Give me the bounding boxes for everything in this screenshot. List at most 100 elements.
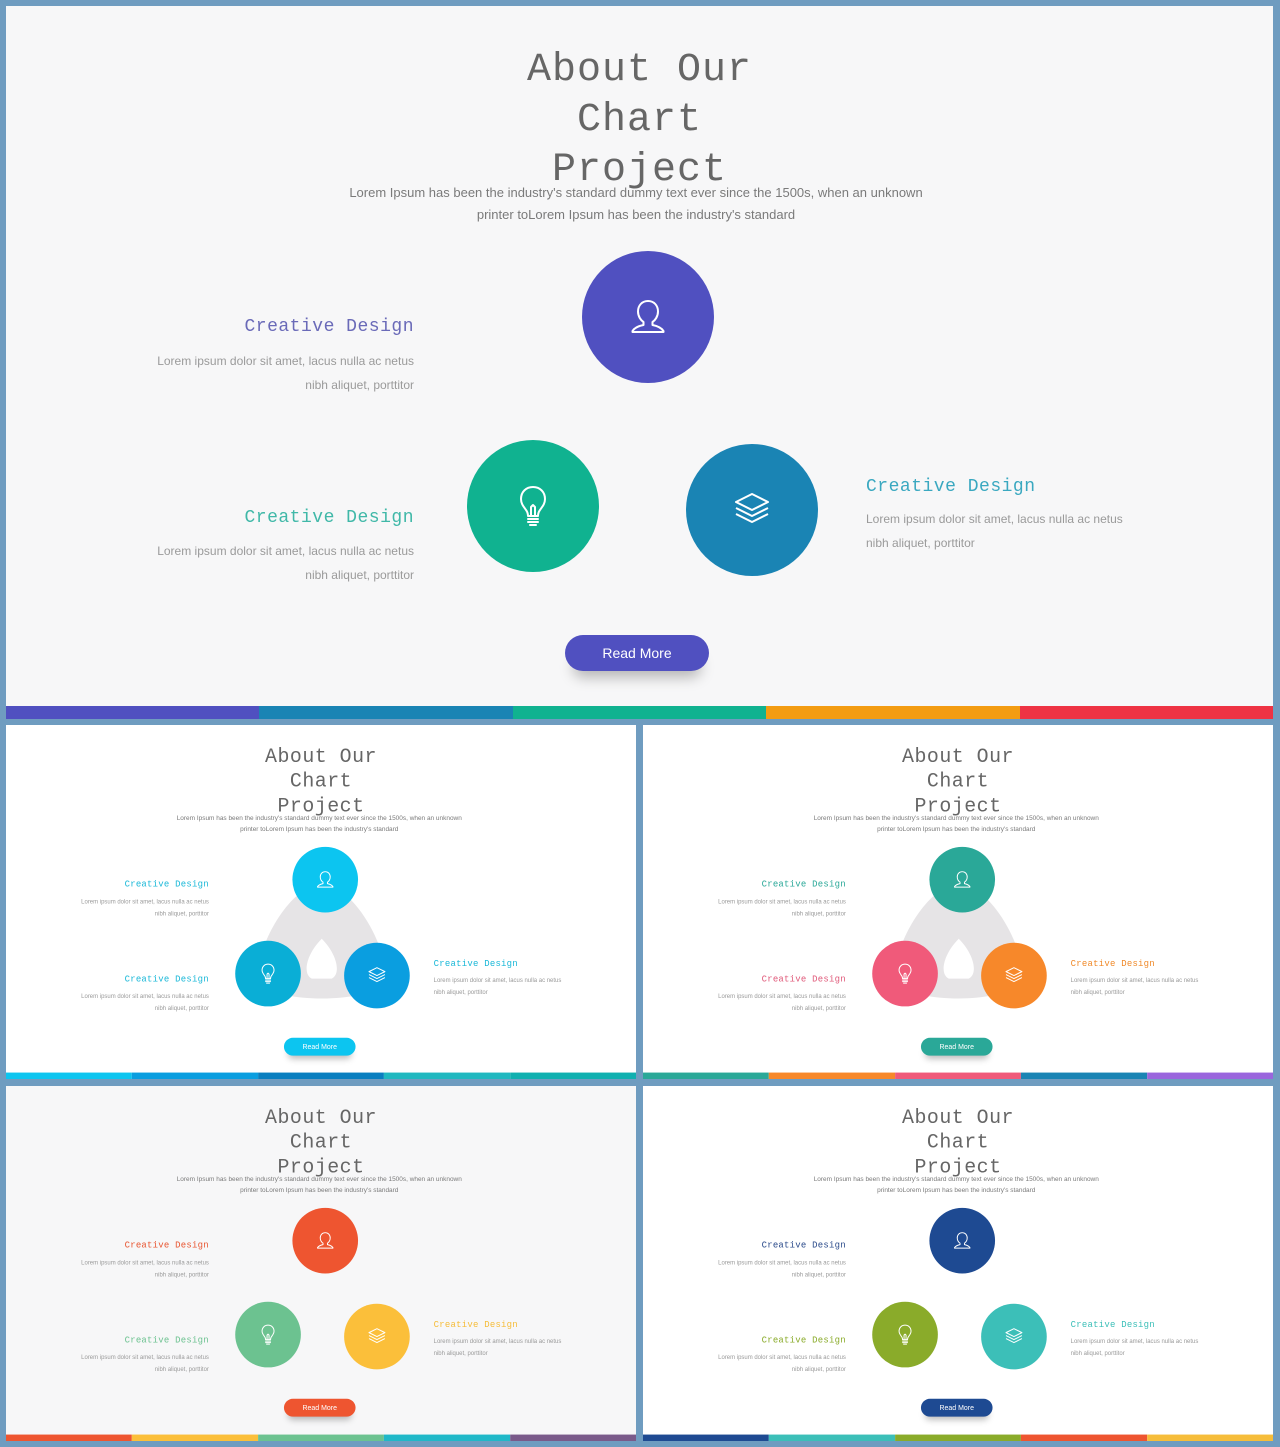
stripe-segment <box>259 706 513 719</box>
layers-circle <box>981 942 1047 1009</box>
lightbulb-circle <box>872 940 938 1007</box>
slide-1: About Our Chart Project Lorem Ipsum has … <box>6 6 1273 719</box>
user-icon <box>317 1232 334 1249</box>
read-more-button[interactable]: Read More <box>565 635 709 671</box>
item-heading-bottom-left: Creative Design <box>244 508 414 528</box>
read-more-button[interactable]: Read More <box>283 1037 356 1056</box>
item-body-right: Lorem ipsum dolor sit amet, lacus nulla … <box>433 1337 562 1357</box>
stripe-segment <box>512 706 767 719</box>
user-circle <box>292 1207 359 1274</box>
item-body-top-left: Lorem ipsum dolor sit amet, lacus nulla … <box>81 1259 209 1278</box>
stripe-segment <box>258 1434 385 1441</box>
stripe-segment <box>132 1434 259 1441</box>
slide-2: About Our Chart Project Lorem Ipsum has … <box>6 725 636 1079</box>
page-title: About Our Chart Project <box>265 745 377 818</box>
stripe-segment <box>1019 706 1273 719</box>
slide-5: About Our Chart Project Lorem Ipsum has … <box>643 1086 1273 1441</box>
item-body-bottom-left: Lorem ipsum dolor sit amet, lacus nulla … <box>718 992 846 1012</box>
lightbulb-icon <box>898 1324 912 1345</box>
stripe-segment <box>1147 1434 1273 1441</box>
page-title: About Our Chart Project <box>902 1106 1014 1179</box>
layers-icon <box>368 967 386 983</box>
item-body-bottom-left: Lorem ipsum dolor sit amet, lacus nulla … <box>718 1353 846 1373</box>
user-circle <box>929 846 996 913</box>
user-circle <box>582 251 714 383</box>
page-title: About Our Chart Project <box>902 745 1014 818</box>
stripe-segment <box>6 1072 133 1079</box>
item-body-right: Lorem ipsum dolor sit amet, lacus nulla … <box>866 512 1123 550</box>
stripe-segment <box>769 1434 896 1441</box>
stripe-segment <box>510 1072 636 1079</box>
layers-icon <box>1005 1328 1023 1344</box>
stripe-segment <box>895 1072 1022 1079</box>
stripe-segment <box>643 1434 770 1441</box>
read-more-button[interactable]: Read More <box>920 1398 993 1417</box>
page-subtitle: Lorem Ipsum has been the industry's stan… <box>349 185 923 222</box>
lightbulb-circle <box>467 440 599 572</box>
color-stripe <box>6 1434 636 1441</box>
lightbulb-circle <box>235 940 301 1007</box>
item-heading-top-left: Creative Design <box>124 879 209 890</box>
slide-content: About Our Chart Project Lorem Ipsum has … <box>6 1086 636 1441</box>
layers-circle <box>981 1303 1047 1370</box>
stripe-segment <box>6 706 260 719</box>
item-body-right: Lorem ipsum dolor sit amet, lacus nulla … <box>1070 1337 1199 1357</box>
item-heading-right: Creative Design <box>433 1320 518 1331</box>
item-heading-bottom-left: Creative Design <box>761 1335 846 1346</box>
lightbulb-icon <box>261 963 275 984</box>
stripe-segment <box>766 706 1020 719</box>
item-body-bottom-left: Lorem ipsum dolor sit amet, lacus nulla … <box>81 992 209 1012</box>
slide-3: About Our Chart Project Lorem Ipsum has … <box>643 725 1273 1079</box>
item-body-bottom-left: Lorem ipsum dolor sit amet, lacus nulla … <box>81 1353 209 1373</box>
layers-icon <box>1005 967 1023 983</box>
layers-icon <box>368 1328 386 1344</box>
slide-content: About Our Chart Project Lorem Ipsum has … <box>643 1086 1273 1441</box>
page-subtitle: Lorem Ipsum has been the industry's stan… <box>176 1175 462 1194</box>
item-heading-top-left: Creative Design <box>761 1240 846 1251</box>
item-body-right: Lorem ipsum dolor sit amet, lacus nulla … <box>1070 976 1199 996</box>
page-title: About Our Chart Project <box>526 48 753 193</box>
lightbulb-icon <box>520 486 546 526</box>
item-body-right: Lorem ipsum dolor sit amet, lacus nulla … <box>433 976 562 996</box>
item-heading-bottom-left: Creative Design <box>124 974 209 985</box>
read-more-button[interactable]: Read More <box>283 1398 356 1417</box>
stripe-segment <box>132 1072 259 1079</box>
page-subtitle: Lorem Ipsum has been the industry's stan… <box>176 814 462 833</box>
item-heading-top-left: Creative Design <box>124 1240 209 1251</box>
user-icon <box>954 1232 971 1249</box>
item-heading-top-left: Creative Design <box>761 879 846 890</box>
item-heading-right: Creative Design <box>1070 959 1155 970</box>
slide-content: About Our Chart Project Lorem Ipsum has … <box>6 725 636 1079</box>
user-circle <box>929 1207 996 1274</box>
lightbulb-icon <box>261 1324 275 1345</box>
read-more-button[interactable]: Read More <box>920 1037 993 1056</box>
item-body-top-left: Lorem ipsum dolor sit amet, lacus nulla … <box>718 898 846 917</box>
stripe-segment <box>384 1434 511 1441</box>
stripe-segment <box>1021 1434 1148 1441</box>
stripe-segment <box>643 1072 770 1079</box>
slide-content: About Our Chart Project Lorem Ipsum has … <box>6 6 1273 719</box>
layers-circle <box>344 942 410 1009</box>
color-stripe <box>643 1434 1273 1441</box>
item-heading-right: Creative Design <box>433 959 518 970</box>
user-icon <box>954 871 971 888</box>
slide-content: About Our Chart Project Lorem Ipsum has … <box>643 725 1273 1079</box>
lightbulb-icon <box>898 963 912 984</box>
lightbulb-circle <box>235 1301 301 1368</box>
color-stripe <box>6 1072 636 1079</box>
user-icon <box>317 871 334 888</box>
item-heading-right: Creative Design <box>1070 1320 1155 1331</box>
color-stripe <box>6 706 1273 719</box>
layers-circle <box>344 1303 410 1370</box>
item-heading-top-left: Creative Design <box>244 317 414 337</box>
stripe-segment <box>384 1072 511 1079</box>
color-stripe <box>643 1072 1273 1079</box>
stripe-segment <box>6 1434 133 1441</box>
stripe-segment <box>1147 1072 1273 1079</box>
layers-circle <box>686 444 818 576</box>
page-subtitle: Lorem Ipsum has been the industry's stan… <box>813 1175 1099 1194</box>
item-heading-bottom-left: Creative Design <box>761 974 846 985</box>
item-body-top-left: Lorem ipsum dolor sit amet, lacus nulla … <box>81 898 209 917</box>
stripe-segment <box>258 1072 385 1079</box>
item-heading-bottom-left: Creative Design <box>124 1335 209 1346</box>
